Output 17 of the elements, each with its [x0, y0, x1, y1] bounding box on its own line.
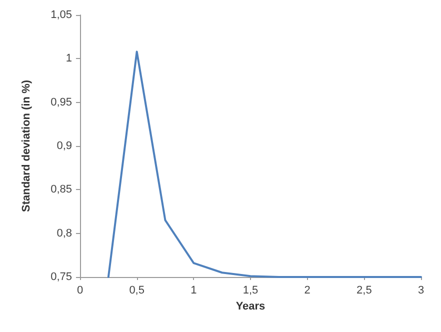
y-tick-label: 1,05	[50, 9, 72, 21]
x-tick-label: 0	[76, 284, 84, 296]
x-tick-label: 1	[190, 284, 197, 296]
x-tick-label: 1,5	[242, 284, 258, 296]
x-tick-label: 3	[418, 284, 424, 296]
y-axis-title: Standard deviation (in %)	[20, 80, 32, 212]
y-tick-label: 0,85	[50, 184, 72, 196]
line-series	[107, 50, 422, 278]
y-tick-label: 0,95	[50, 96, 72, 108]
x-tick-label: 0,5	[129, 284, 144, 296]
y-tick-label: 0,9	[56, 140, 72, 152]
x-tick-label: 2,5	[356, 284, 372, 296]
x-axis-title: Years	[236, 300, 266, 312]
y-tick-label: 1	[66, 52, 72, 65]
x-tick-label: 2	[304, 284, 310, 296]
y-tick-label: 0,75	[50, 271, 72, 283]
y-tick-label: 0,8	[56, 227, 72, 240]
